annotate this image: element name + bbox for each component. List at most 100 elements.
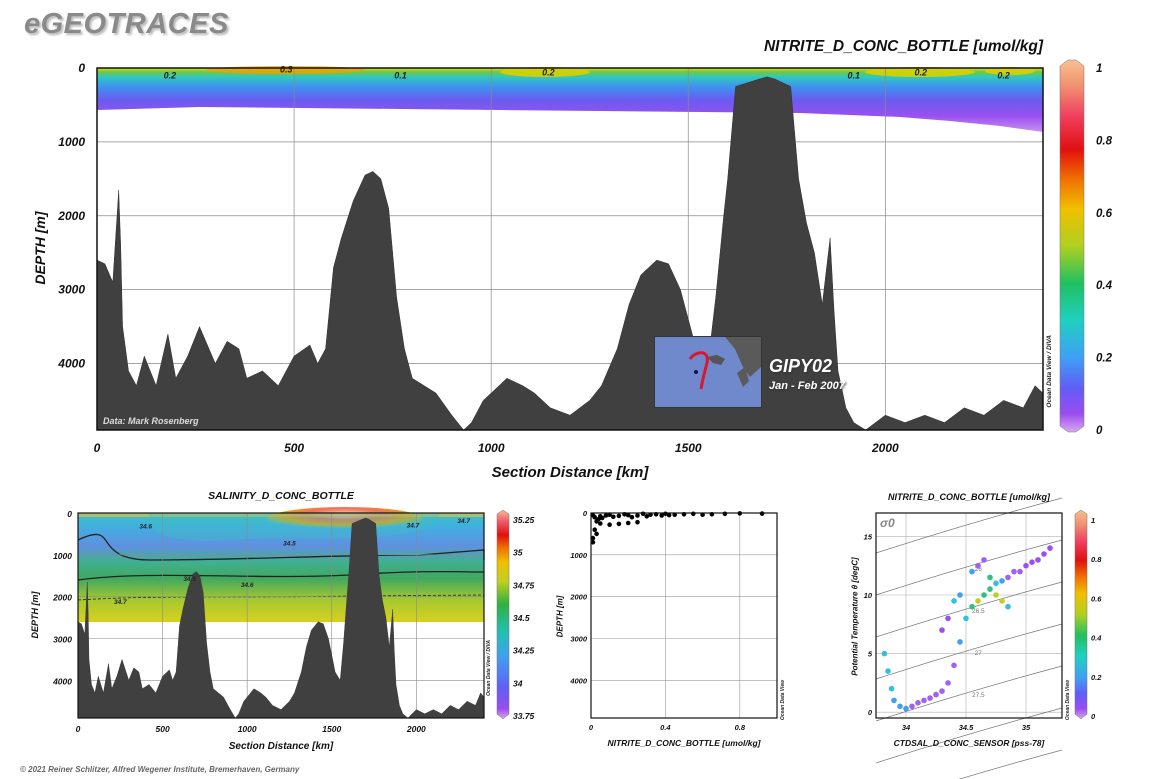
- contour-label: 34.5: [283, 540, 296, 547]
- data-point: [993, 580, 999, 587]
- data-point: [625, 520, 631, 526]
- data-point: [975, 598, 981, 604]
- ts-colorbar: [1074, 509, 1088, 720]
- data-point: [1035, 557, 1041, 563]
- y-tick-label: 3000: [58, 283, 85, 297]
- x-tick-label: 1500: [322, 724, 341, 734]
- data-point: [963, 615, 969, 622]
- main-chart-title: NITRITE_D_CONC_BOTTLE [umol/kg]: [763, 38, 1043, 55]
- contour-label: 34.7: [114, 599, 127, 606]
- contour-label: 0.2: [915, 67, 928, 77]
- ts-xlabel: CTDSAL_D_CONC_SENSOR [pss-78]: [893, 738, 1045, 748]
- y-tick-label: 10: [864, 591, 873, 600]
- x-tick-label: 2000: [871, 441, 899, 455]
- data-point: [975, 562, 981, 569]
- data-point: [644, 514, 650, 519]
- isopycnal: [875, 623, 1063, 680]
- salinity-xlabel: Section Distance [km]: [228, 741, 334, 752]
- data-point: [897, 703, 903, 710]
- data-point: [1005, 574, 1011, 581]
- data-point: [590, 535, 596, 541]
- y-tick-label: 5: [868, 650, 873, 659]
- x-tick-label: 1500: [675, 441, 702, 455]
- y-tick-label: 1000: [53, 551, 72, 561]
- y-tick-label: 0: [78, 61, 85, 75]
- colorbar-tick-label: 1: [1091, 516, 1095, 525]
- x-tick-label: 0: [94, 441, 101, 455]
- y-tick-label: 3000: [53, 635, 72, 645]
- data-point: [987, 586, 993, 592]
- data-point: [607, 522, 612, 527]
- contour-labels: 0.2 0.3 0.1 0.2 0.1 0.2 0.2: [164, 64, 1010, 80]
- data-point: [1029, 559, 1035, 565]
- data-point: [659, 513, 664, 518]
- x-tick-label: 34: [902, 723, 911, 732]
- data-point: [957, 592, 963, 598]
- contour-label: 0.1: [394, 70, 407, 80]
- data-point: [625, 512, 631, 518]
- data-point: [594, 531, 599, 537]
- inset-title: GIPY02: [769, 356, 833, 376]
- data-point: [629, 514, 635, 520]
- isopycnal-label: 27.5: [972, 692, 985, 699]
- colorbar-tick-label: 0.4: [1096, 280, 1113, 292]
- ts-ylabel: Potential Temperature θ [degC]: [850, 557, 860, 676]
- y-tick-label: 4000: [52, 676, 72, 686]
- data-point: [616, 513, 622, 519]
- colorbar-tick-label: 35.25: [513, 515, 535, 525]
- main-ylabel: DEPTH [m]: [32, 211, 48, 285]
- data-point: [603, 513, 609, 518]
- data-point: [1023, 562, 1029, 569]
- profile-xlabel: NITRITE_D_CONC_BOTTLE [umol/kg]: [607, 738, 761, 748]
- main-grid: [96, 67, 1043, 430]
- odv-credit-salinity: Ocean Data View / DIVA: [486, 640, 492, 696]
- data-point: [969, 568, 975, 575]
- x-tick-label: 0: [589, 723, 594, 732]
- y-tick-label: 15: [864, 532, 873, 541]
- contour-label: 34.6: [139, 524, 152, 531]
- x-tick-label: 1000: [478, 441, 505, 455]
- y-tick-label: 2000: [57, 209, 85, 223]
- data-point: [915, 700, 921, 706]
- x-tick-label: 35: [1022, 723, 1031, 732]
- data-point: [939, 627, 945, 633]
- colorbar-tick-label: 34.25: [513, 646, 535, 656]
- profile-ylabel: DEPTH [m]: [555, 595, 565, 638]
- data-point: [1047, 545, 1053, 551]
- sigma-label: σ0: [880, 516, 895, 530]
- data-point: [635, 519, 640, 525]
- data-point: [598, 521, 603, 526]
- colorbar-tick-label: 0: [1096, 425, 1103, 437]
- colorbar-tick-label: 34.75: [513, 580, 535, 590]
- data-point: [691, 511, 696, 517]
- y-tick-label: 2000: [52, 593, 72, 603]
- data-point: [981, 592, 987, 598]
- y-tick-label: 2000: [569, 593, 588, 602]
- x-tick-label: 0: [76, 724, 81, 734]
- data-point: [1005, 603, 1011, 610]
- salinity-title: SALINITY_D_CONC_BOTTLE: [208, 490, 354, 502]
- data-point: [957, 639, 963, 645]
- data-point: [616, 521, 622, 527]
- data-point: [945, 615, 951, 622]
- data-point: [951, 662, 957, 669]
- isopycnal: [875, 539, 1063, 596]
- data-point: [945, 680, 951, 686]
- contour-label: 0.2: [997, 70, 1010, 80]
- y-tick-label: 0: [583, 509, 588, 518]
- isopycnal: [875, 581, 1063, 638]
- data-point: [885, 668, 891, 674]
- y-tick-label: 3000: [570, 635, 588, 644]
- contour-label: 0.1: [848, 70, 861, 80]
- isopycnal: [875, 497, 1063, 554]
- data-point: [939, 688, 945, 694]
- data-point: [592, 527, 597, 532]
- data-point: [951, 598, 957, 604]
- colorbar-tick-label: 34.5: [513, 613, 530, 623]
- inset-land: [707, 355, 725, 365]
- data-point: [599, 515, 605, 521]
- y-tick-label: 4000: [57, 357, 85, 371]
- contour-label: 0.2: [164, 70, 177, 80]
- inset-map: [654, 336, 762, 408]
